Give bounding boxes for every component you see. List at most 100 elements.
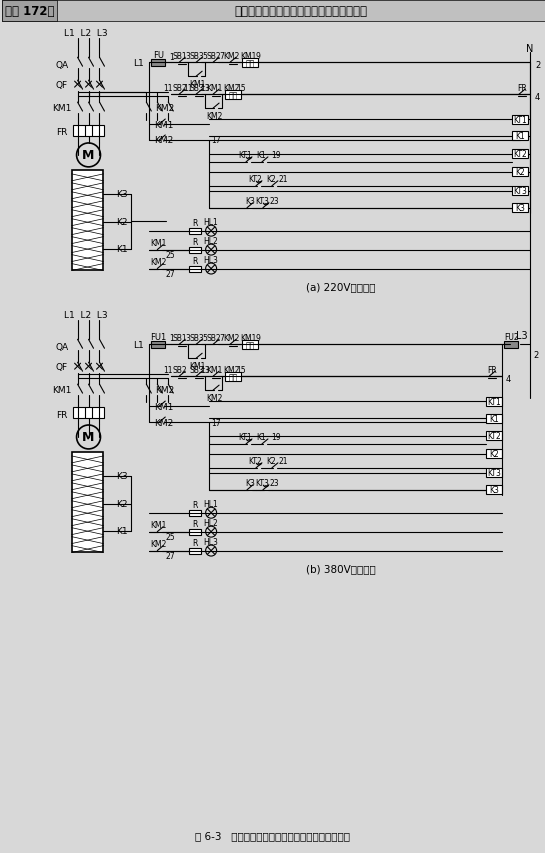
Bar bbox=[225, 90, 241, 100]
Text: FU: FU bbox=[153, 50, 164, 60]
Bar bbox=[2, 2, 545, 22]
Text: KM1: KM1 bbox=[52, 386, 71, 394]
Text: 27: 27 bbox=[166, 551, 175, 560]
Text: HL3: HL3 bbox=[204, 537, 219, 547]
Text: K1: K1 bbox=[489, 414, 499, 423]
Text: KT3: KT3 bbox=[513, 187, 527, 196]
Text: KM2: KM2 bbox=[206, 112, 222, 120]
Text: R: R bbox=[192, 538, 198, 548]
Text: FU2: FU2 bbox=[504, 333, 518, 341]
Text: 【例 172】: 【例 172】 bbox=[5, 5, 55, 19]
Text: KM1: KM1 bbox=[206, 84, 222, 92]
Text: L1: L1 bbox=[134, 59, 144, 67]
Bar bbox=[512, 187, 528, 196]
Text: 5: 5 bbox=[203, 52, 208, 61]
Text: 按顺序自动短接电阻加速的正反转控制电路: 按顺序自动短接电阻加速的正反转控制电路 bbox=[234, 5, 367, 19]
Text: QA: QA bbox=[55, 61, 68, 70]
Bar bbox=[512, 150, 528, 160]
Text: 17: 17 bbox=[211, 418, 221, 427]
Text: 下降: 下降 bbox=[228, 91, 238, 101]
Bar bbox=[486, 469, 502, 478]
Text: 11: 11 bbox=[164, 365, 173, 374]
Text: SB1: SB1 bbox=[173, 334, 187, 342]
Text: 23: 23 bbox=[269, 197, 278, 206]
Text: K1: K1 bbox=[515, 132, 525, 142]
Bar bbox=[189, 229, 201, 235]
Text: KT3: KT3 bbox=[487, 469, 501, 478]
Text: 13: 13 bbox=[201, 84, 210, 92]
Text: KT3: KT3 bbox=[255, 197, 269, 206]
Text: 3: 3 bbox=[186, 52, 191, 61]
Bar bbox=[242, 340, 258, 350]
Bar bbox=[71, 171, 104, 270]
Text: 上升: 上升 bbox=[245, 341, 255, 351]
Bar bbox=[72, 126, 105, 136]
Text: KM1: KM1 bbox=[154, 402, 174, 411]
Text: 13: 13 bbox=[201, 365, 210, 374]
Text: KM1: KM1 bbox=[150, 520, 166, 530]
Text: 5: 5 bbox=[203, 334, 208, 342]
Text: KT2: KT2 bbox=[513, 150, 527, 160]
Bar bbox=[189, 510, 201, 516]
Text: KM1: KM1 bbox=[240, 52, 256, 61]
Text: K1: K1 bbox=[117, 526, 128, 536]
Bar bbox=[512, 115, 528, 125]
Text: 23: 23 bbox=[269, 479, 278, 488]
Text: HL1: HL1 bbox=[204, 218, 219, 227]
Text: K1: K1 bbox=[117, 245, 128, 254]
Text: HL2: HL2 bbox=[204, 519, 219, 527]
Bar bbox=[512, 168, 528, 177]
Text: KT1: KT1 bbox=[513, 115, 527, 125]
Bar bbox=[512, 204, 528, 213]
Text: KM2: KM2 bbox=[223, 365, 239, 374]
Text: K2: K2 bbox=[266, 457, 276, 466]
Text: FR: FR bbox=[56, 128, 68, 137]
Text: N: N bbox=[526, 44, 534, 55]
Bar bbox=[71, 452, 104, 552]
Text: KM2: KM2 bbox=[150, 539, 166, 548]
Text: 1: 1 bbox=[169, 53, 174, 61]
Text: K2: K2 bbox=[515, 168, 525, 177]
Text: SB2: SB2 bbox=[173, 84, 187, 92]
Text: 3: 3 bbox=[186, 334, 191, 342]
Bar bbox=[225, 372, 241, 381]
Text: K1: K1 bbox=[256, 433, 266, 442]
Text: K2: K2 bbox=[489, 450, 499, 459]
Text: 21: 21 bbox=[278, 457, 288, 466]
Text: L1  L2  L3: L1 L2 L3 bbox=[64, 29, 107, 38]
Text: (b) 380V控制回路: (b) 380V控制回路 bbox=[306, 564, 376, 574]
Text: SB3: SB3 bbox=[190, 52, 204, 61]
Text: HL1: HL1 bbox=[204, 500, 219, 508]
Text: KM2: KM2 bbox=[155, 386, 174, 394]
Text: KM1: KM1 bbox=[150, 239, 166, 248]
Bar bbox=[486, 414, 502, 423]
Text: KM1: KM1 bbox=[52, 103, 71, 113]
Bar bbox=[189, 247, 201, 253]
Text: 2: 2 bbox=[533, 351, 538, 359]
Text: KT2: KT2 bbox=[487, 432, 501, 441]
Text: 7: 7 bbox=[220, 334, 225, 342]
Text: K2: K2 bbox=[117, 500, 128, 508]
Text: KM2: KM2 bbox=[154, 136, 173, 145]
Bar bbox=[2, 2, 57, 22]
Text: HL3: HL3 bbox=[204, 256, 219, 264]
Bar bbox=[152, 60, 165, 67]
Text: KT1: KT1 bbox=[238, 433, 252, 442]
Text: KM1: KM1 bbox=[154, 120, 174, 130]
Text: QA: QA bbox=[55, 342, 68, 351]
Text: K2: K2 bbox=[117, 218, 128, 227]
Text: K3: K3 bbox=[245, 479, 255, 488]
Text: HL2: HL2 bbox=[204, 237, 219, 246]
Text: K1: K1 bbox=[256, 151, 266, 160]
Text: 11: 11 bbox=[164, 84, 173, 92]
Text: SB2: SB2 bbox=[207, 334, 221, 342]
Text: R: R bbox=[192, 238, 198, 247]
Text: QF: QF bbox=[56, 80, 68, 90]
Text: 4: 4 bbox=[535, 92, 540, 102]
Text: KM2: KM2 bbox=[223, 52, 239, 61]
Text: 27: 27 bbox=[166, 270, 175, 279]
Text: L1  L2  L3: L1 L2 L3 bbox=[64, 310, 107, 320]
Text: M: M bbox=[82, 431, 95, 444]
Text: 21: 21 bbox=[278, 175, 288, 184]
Text: R: R bbox=[192, 519, 198, 529]
